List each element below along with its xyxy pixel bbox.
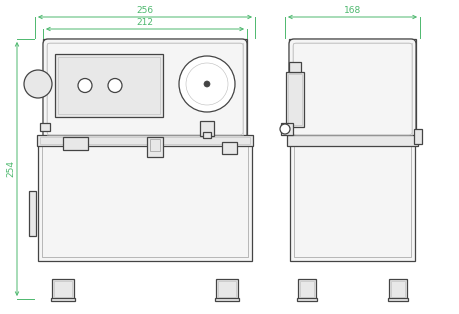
- Bar: [37, 135, 252, 146]
- Bar: [63, 137, 88, 150]
- Bar: [285, 72, 303, 127]
- Text: 212: 212: [136, 18, 153, 27]
- Bar: [280, 123, 292, 135]
- Bar: [52, 279, 74, 299]
- Bar: [299, 281, 313, 297]
- Bar: [387, 298, 407, 301]
- Bar: [55, 54, 162, 117]
- Bar: [388, 279, 406, 299]
- Bar: [413, 129, 421, 144]
- Bar: [289, 139, 414, 261]
- Bar: [51, 298, 75, 301]
- Bar: [40, 123, 50, 131]
- Bar: [287, 74, 302, 125]
- Bar: [288, 39, 415, 139]
- Bar: [293, 143, 410, 257]
- Circle shape: [179, 56, 235, 112]
- Bar: [390, 281, 404, 297]
- Text: 168: 168: [343, 6, 360, 15]
- Bar: [58, 57, 160, 114]
- Bar: [38, 139, 252, 261]
- Bar: [43, 39, 246, 139]
- Bar: [286, 135, 417, 146]
- Bar: [40, 137, 249, 144]
- Bar: [297, 298, 316, 301]
- Bar: [214, 298, 239, 301]
- Bar: [297, 279, 315, 299]
- Circle shape: [108, 78, 122, 93]
- Circle shape: [78, 78, 92, 93]
- Bar: [218, 281, 235, 297]
- Bar: [292, 43, 411, 135]
- Bar: [54, 281, 72, 297]
- Bar: [200, 121, 213, 136]
- Text: 256: 256: [136, 6, 153, 15]
- Bar: [47, 43, 242, 135]
- Circle shape: [280, 124, 289, 134]
- Bar: [202, 132, 211, 138]
- Bar: [147, 137, 162, 157]
- Bar: [42, 143, 247, 257]
- FancyBboxPatch shape: [43, 39, 246, 139]
- Bar: [288, 62, 300, 72]
- FancyBboxPatch shape: [288, 39, 415, 139]
- Bar: [216, 279, 237, 299]
- Bar: [150, 139, 160, 151]
- Text: 254: 254: [6, 160, 15, 177]
- Circle shape: [203, 81, 210, 87]
- Circle shape: [24, 70, 52, 98]
- Bar: [29, 191, 36, 236]
- Bar: [222, 142, 236, 154]
